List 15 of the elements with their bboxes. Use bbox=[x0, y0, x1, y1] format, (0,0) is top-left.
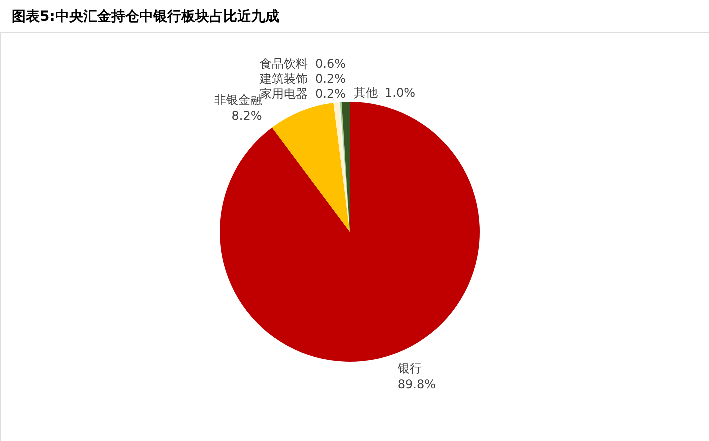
slice-label: 其他 bbox=[354, 86, 378, 100]
data-label: 1.0% bbox=[385, 86, 416, 100]
chart-title: 图表5:中央汇金持仓中银行板块占比近九成 bbox=[12, 8, 280, 25]
slice-label: 家用电器 bbox=[260, 87, 308, 101]
data-label: 0.6% bbox=[316, 57, 346, 71]
data-label: 0.2% bbox=[316, 87, 346, 101]
slice-label: 银行 bbox=[396, 361, 422, 376]
data-label: 89.8% bbox=[398, 377, 436, 392]
pie-slice bbox=[272, 103, 350, 232]
slice-label: 建筑装饰 bbox=[259, 72, 308, 86]
data-label: 0.2% bbox=[316, 72, 346, 86]
slice-label: 食品饮料 bbox=[260, 57, 308, 71]
data-label: 8.2% bbox=[232, 108, 262, 123]
pie-slice bbox=[334, 102, 350, 232]
slice-label: 非银金融 bbox=[214, 92, 262, 107]
